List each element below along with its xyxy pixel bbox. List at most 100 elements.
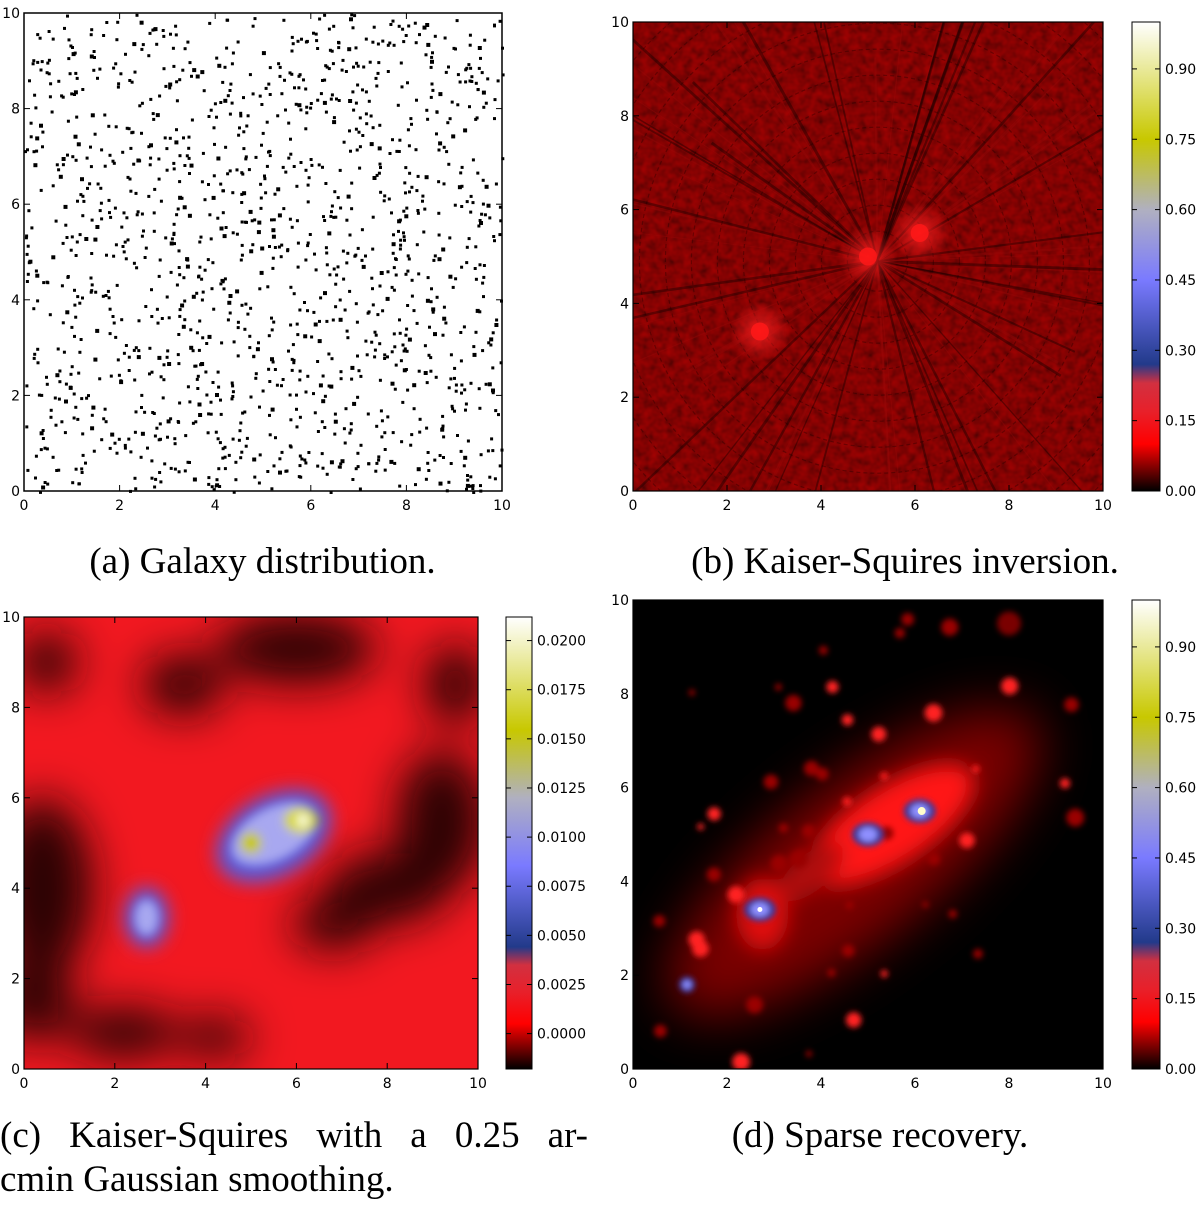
colorbar-frame <box>1131 599 1161 1070</box>
galaxy-point <box>127 127 131 131</box>
galaxy-point <box>191 421 195 425</box>
galaxy-point <box>327 384 331 388</box>
galaxy-point <box>398 247 402 251</box>
galaxy-point <box>230 62 234 66</box>
x-tick-label: 10 <box>493 498 511 514</box>
galaxy-point <box>444 70 448 74</box>
galaxy-point <box>24 236 28 240</box>
galaxy-point <box>153 27 158 32</box>
galaxy-point <box>375 173 379 177</box>
galaxy-point <box>120 318 124 322</box>
galaxy-point <box>95 328 100 333</box>
galaxy-point <box>71 52 76 57</box>
galaxy-point <box>237 133 241 137</box>
galaxy-point <box>206 258 210 262</box>
galaxy-point <box>494 182 498 186</box>
galaxy-point <box>58 174 63 179</box>
galaxy-point <box>345 218 349 222</box>
galaxy-point <box>157 157 161 161</box>
galaxy-point <box>434 375 438 379</box>
galaxy-point <box>491 449 495 453</box>
galaxy-point <box>279 255 283 259</box>
galaxy-point <box>481 202 485 206</box>
filament-core <box>809 764 974 886</box>
galaxy-point <box>358 116 362 120</box>
galaxy-point <box>472 491 476 494</box>
galaxy-point <box>386 43 390 47</box>
galaxy-point <box>378 342 382 346</box>
galaxy-point <box>399 359 403 363</box>
galaxy-point <box>60 284 64 288</box>
galaxy-point <box>412 383 417 388</box>
y-tick-label: 6 <box>620 781 629 797</box>
halo-blob <box>732 1052 751 1069</box>
galaxy-point <box>190 118 194 122</box>
galaxy-point <box>244 155 248 159</box>
y-tick-label: 10 <box>2 610 20 626</box>
galaxy-point <box>199 363 203 367</box>
halo-blob <box>688 931 705 948</box>
x-tick-label: 6 <box>292 1076 301 1090</box>
galaxy-point <box>167 362 172 366</box>
galaxy-point <box>377 146 382 151</box>
galaxy-point <box>400 85 404 89</box>
galaxy-point <box>182 136 185 140</box>
galaxy-point <box>188 172 191 175</box>
y-tick-label: 4 <box>11 293 20 309</box>
galaxy-point <box>203 268 207 272</box>
low-density-region <box>24 961 74 1042</box>
galaxy-point <box>223 98 228 103</box>
small-halos <box>653 611 1085 1069</box>
galaxy-point <box>425 426 429 430</box>
galaxy-point <box>49 415 53 419</box>
galaxy-point <box>313 252 316 256</box>
galaxy-point <box>130 80 134 84</box>
galaxy-point <box>397 229 400 233</box>
galaxy-point <box>228 294 233 298</box>
galaxy-point <box>149 143 153 148</box>
galaxy-point <box>365 353 369 357</box>
galaxy-point <box>391 431 395 435</box>
galaxy-point <box>498 19 502 23</box>
galaxy-point <box>447 65 450 69</box>
galaxy-point <box>177 470 181 474</box>
galaxy-point <box>65 310 70 315</box>
galaxy-point <box>25 425 29 429</box>
galaxy-point <box>166 419 171 424</box>
galaxy-point <box>243 410 247 414</box>
galaxy-point <box>287 349 290 353</box>
galaxy-point <box>191 294 196 299</box>
galaxy-point <box>232 490 236 494</box>
galaxy-point <box>76 417 80 421</box>
galaxy-point <box>36 347 40 351</box>
galaxy-point <box>465 245 469 249</box>
galaxy-point <box>367 99 371 103</box>
galaxy-point <box>152 117 156 121</box>
galaxy-point <box>212 488 216 492</box>
galaxy-point <box>254 376 258 380</box>
galaxy-point <box>78 301 82 305</box>
galaxy-point <box>147 145 151 149</box>
galaxy-point <box>41 429 45 432</box>
galaxy-point <box>129 450 133 454</box>
galaxy-point <box>496 79 500 83</box>
galaxy-point <box>310 163 314 167</box>
radial-streak <box>814 260 879 491</box>
galaxy-point <box>481 349 485 353</box>
galaxy-point <box>435 110 439 114</box>
galaxy-point <box>430 55 434 59</box>
galaxy-point <box>312 392 315 396</box>
galaxy-point <box>478 219 482 222</box>
galaxy-point <box>362 65 366 69</box>
galaxy-point <box>341 249 345 253</box>
galaxy-point <box>55 163 59 167</box>
galaxy-point <box>47 30 51 33</box>
galaxy-point <box>501 73 505 77</box>
y-tick-label: 0 <box>11 1062 20 1078</box>
galaxy-point <box>426 42 431 47</box>
galaxy-point <box>298 464 302 468</box>
galaxy-point <box>464 68 468 72</box>
galaxy-point <box>394 363 398 367</box>
galaxy-point <box>136 210 140 214</box>
galaxy-point <box>431 51 434 55</box>
